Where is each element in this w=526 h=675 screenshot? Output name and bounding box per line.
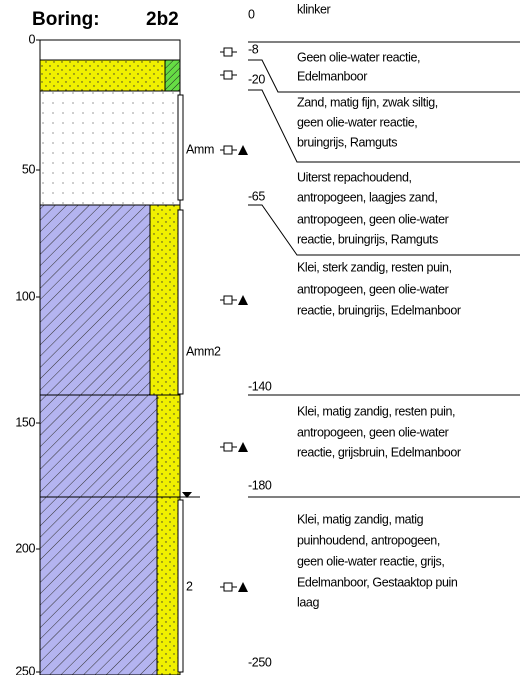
depth-tick-label: 250 [15, 664, 35, 675]
description-line: puinhoudend, antropogeen, [297, 533, 440, 547]
layer [39, 59, 166, 92]
description-line: Geen olie-water reactie, [297, 50, 420, 64]
description-line: geen olie-water reactie, [297, 115, 417, 129]
depth-tick-label: 100 [15, 289, 35, 303]
description-line: laag [297, 595, 319, 609]
sample-marker [223, 70, 233, 80]
sample-bracket [177, 209, 184, 395]
sample-marker [223, 295, 233, 305]
description-line: Edelmanboor, Gestaaktop puin [297, 575, 458, 589]
layer [164, 59, 181, 92]
description-line: Zand, matig fijn, zwak siltig, [297, 95, 438, 109]
sample-marker [223, 145, 233, 155]
sample-triangle [238, 295, 248, 305]
depth-tick-label: 200 [15, 541, 35, 555]
depth-label: -8 [248, 42, 259, 56]
description-line: geen olie-water reactie, grijs, [297, 554, 444, 568]
sample-bracket [177, 94, 184, 201]
description-line: Klei, matig zandig, resten puin, [297, 404, 455, 418]
title: Boring: [32, 9, 100, 30]
sample-bracket [177, 499, 184, 673]
depth-tick-label: 50 [22, 162, 36, 176]
depth-label: -250 [248, 655, 272, 669]
description-line: antropogeen, geen olie-water [297, 212, 449, 226]
depth-label: -180 [248, 478, 272, 492]
description-line: antropogeen, geen olie-water [297, 425, 449, 439]
description-line: reactie, bruingrijs, Ramguts [297, 232, 438, 246]
depth-label: -20 [248, 72, 265, 86]
separators [248, 41, 520, 498]
sample-marker [223, 47, 233, 57]
description-line: reactie, grijsbruin, Edelmanboor [297, 445, 461, 459]
description-line: antropogeen, geen olie-water [297, 282, 449, 296]
description-line: reactie, bruingrijs, Edelmanboor [297, 303, 461, 317]
layer [39, 394, 158, 498]
sample-label: Amm [186, 142, 214, 156]
soil-column [39, 39, 200, 675]
description-line: bruingrijs, Ramguts [297, 135, 397, 149]
sample-marker [223, 582, 233, 592]
depth-tick-label: 0 [28, 32, 35, 46]
description-line: klinker [297, 2, 331, 16]
depth-label: -140 [248, 379, 272, 393]
layer [39, 90, 181, 206]
layer [39, 496, 158, 675]
sample-triangle [238, 145, 248, 155]
sample-triangle [238, 582, 248, 592]
sample-marker [223, 442, 233, 452]
layer [39, 39, 181, 61]
sample-triangle [238, 442, 248, 452]
sample-label: 2 [186, 579, 193, 593]
depth-tick-label: 150 [15, 415, 35, 429]
boring-id: 2b2 [146, 9, 179, 30]
layer [156, 496, 181, 675]
layer [149, 204, 181, 396]
description-line: Klei, sterk zandig, resten puin, [297, 260, 452, 274]
layer [156, 394, 181, 498]
water-level-icon [182, 492, 192, 498]
description-line: Edelmanboor [297, 69, 367, 83]
layer [39, 204, 151, 396]
depth-label: -65 [248, 189, 265, 203]
description-line: Uiterst repachoudend, [297, 170, 412, 184]
description-line: Klei, matig zandig, matig [297, 512, 424, 526]
description-line: antropogeen, laagjes zand, [297, 190, 437, 204]
depth-label: 0 [248, 7, 255, 21]
sample-label: Amm2 [186, 344, 221, 358]
